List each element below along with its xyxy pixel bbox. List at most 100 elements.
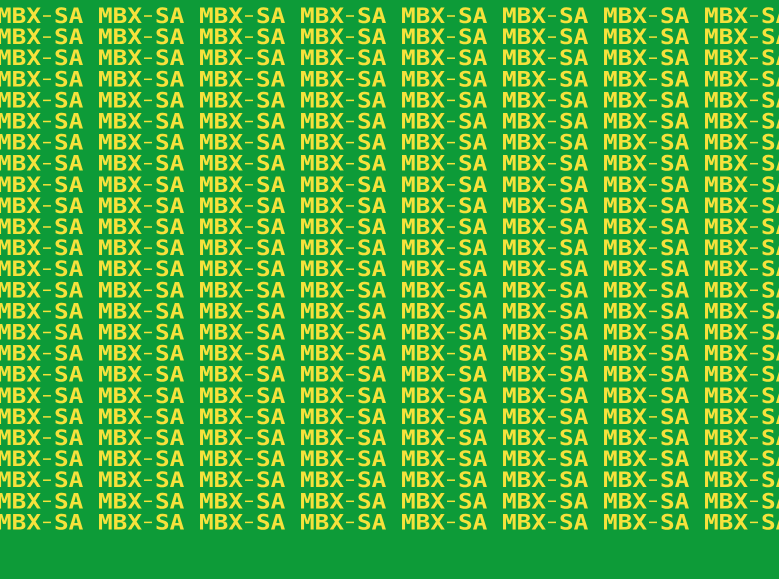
pattern-word: SA MBX bbox=[559, 67, 647, 91]
pattern-word: SA MBX bbox=[660, 384, 748, 408]
pattern-word: SA MBX bbox=[761, 131, 779, 155]
pattern-word: SA MBX bbox=[559, 468, 647, 492]
pattern-word: SA MBX bbox=[155, 152, 243, 176]
pattern-word: SA MBX bbox=[155, 447, 243, 471]
pattern-word: SA MBX bbox=[256, 236, 344, 260]
pattern-word: SA MBX bbox=[54, 4, 142, 28]
pattern-word: SA MBX bbox=[458, 321, 546, 345]
pattern-word: SA MBX bbox=[761, 363, 779, 387]
pattern-word: SA MBX bbox=[660, 321, 748, 345]
pattern-word: SA MBX bbox=[458, 110, 546, 134]
pattern-word: SA MBX bbox=[54, 342, 142, 366]
pattern-word: SA MBX bbox=[761, 194, 779, 218]
pattern-word: SA MBX bbox=[155, 321, 243, 345]
pattern-word: SA MBX bbox=[0, 510, 41, 534]
pattern-word: SA MBX bbox=[256, 4, 344, 28]
pattern-word: SA MBX bbox=[660, 278, 748, 302]
pattern-word: SA MBX bbox=[357, 152, 445, 176]
pattern-word: SA MBX bbox=[458, 67, 546, 91]
pattern-word: SA MBX bbox=[155, 236, 243, 260]
pattern-word: SA MBX bbox=[660, 236, 748, 260]
pattern-word: SA MBX bbox=[0, 468, 41, 492]
pattern-word: SA MBX bbox=[660, 510, 748, 534]
pattern-word: SA MBX bbox=[660, 46, 748, 70]
pattern-word: SA MBX bbox=[660, 67, 748, 91]
pattern-word: SA MBX bbox=[256, 321, 344, 345]
pattern-word: SA MBX bbox=[0, 215, 41, 239]
pattern-word: SA MBX bbox=[0, 46, 41, 70]
pattern-word: SA MBX bbox=[0, 152, 41, 176]
pattern-word: SA MBX bbox=[458, 194, 546, 218]
pattern-word: SA MBX bbox=[761, 215, 779, 239]
pattern-word: SA MBX bbox=[0, 194, 41, 218]
pattern-word: SA MBX bbox=[155, 489, 243, 513]
pattern-word: SA MBX bbox=[559, 194, 647, 218]
pattern-word: SA MBX bbox=[256, 489, 344, 513]
pattern-word: SA MBX bbox=[458, 173, 546, 197]
pattern-word: SA MBX bbox=[458, 468, 546, 492]
pattern-word: SA MBX bbox=[0, 173, 41, 197]
pattern-word: SA MBX bbox=[357, 489, 445, 513]
pattern-word: SA MBX bbox=[357, 257, 445, 281]
pattern-word: SA MBX bbox=[54, 110, 142, 134]
pattern-word: SA MBX bbox=[54, 447, 142, 471]
pattern-word: SA MBX bbox=[761, 67, 779, 91]
pattern-word: SA MBX bbox=[155, 194, 243, 218]
pattern-word: SA MBX bbox=[559, 489, 647, 513]
pattern-tiles: SA MBX SA MBX SA MBX SA MBX SA MBX SA MBX SA M… bbox=[0, 4, 779, 534]
pattern-word: SA MBX bbox=[54, 278, 142, 302]
pattern-word: SA MBX bbox=[357, 173, 445, 197]
pattern-word: SA MBX bbox=[256, 131, 344, 155]
pattern-word: SA MBX bbox=[357, 278, 445, 302]
pattern-word: SA MBX bbox=[660, 25, 748, 49]
pattern-word: SA MBX bbox=[559, 426, 647, 450]
pattern-word: SA MBX bbox=[256, 510, 344, 534]
pattern-word: SA MBX bbox=[660, 405, 748, 429]
pattern-word: SA MBX bbox=[155, 405, 243, 429]
pattern-word: SA MBX bbox=[0, 4, 41, 28]
pattern-word: SA MBX bbox=[256, 173, 344, 197]
pattern-word: SA MBX bbox=[155, 46, 243, 70]
pattern-word: SA MBX bbox=[256, 67, 344, 91]
pattern-word: SA MBX bbox=[559, 342, 647, 366]
pattern-word: SA MBX bbox=[761, 88, 779, 112]
pattern-word: SA MBX bbox=[256, 405, 344, 429]
pattern-word: SA MBX bbox=[357, 46, 445, 70]
pattern-word: SA MBX bbox=[458, 46, 546, 70]
pattern-word: SA MBX bbox=[357, 67, 445, 91]
pattern-word: SA MBX bbox=[559, 363, 647, 387]
pattern-word: SA MBX bbox=[54, 363, 142, 387]
pattern-word: SA MBX bbox=[256, 46, 344, 70]
pattern-word: SA MBX bbox=[155, 67, 243, 91]
pattern-word: SA MBX bbox=[458, 4, 546, 28]
pattern-word: SA MBX bbox=[357, 299, 445, 323]
pattern-word: SA MBX bbox=[660, 110, 748, 134]
pattern-word: SA MBX bbox=[660, 4, 748, 28]
pattern-word: SA MBX bbox=[54, 131, 142, 155]
pattern-word: SA MBX bbox=[54, 46, 142, 70]
pattern-word: SA MBX bbox=[559, 46, 647, 70]
pattern-word: SA MBX bbox=[357, 236, 445, 260]
pattern-word: SA MBX bbox=[559, 447, 647, 471]
pattern-word: SA MBX bbox=[54, 468, 142, 492]
pattern-word: SA MBX bbox=[256, 447, 344, 471]
pattern-word: SA MBX bbox=[155, 215, 243, 239]
pattern-word: SA MBX bbox=[54, 384, 142, 408]
pattern-word: SA MBX bbox=[559, 88, 647, 112]
pattern-word: SA MBX bbox=[559, 321, 647, 345]
pattern-word: SA MBX bbox=[559, 25, 647, 49]
pattern-word: SA MBX bbox=[54, 215, 142, 239]
pattern-word: SA MBX bbox=[761, 278, 779, 302]
pattern-word: SA MBX bbox=[660, 363, 748, 387]
pattern-word: SA MBX bbox=[458, 299, 546, 323]
pattern-word: SA MBX bbox=[761, 426, 779, 450]
pattern-word: SA MBX bbox=[660, 131, 748, 155]
pattern-word: SA MBX bbox=[0, 110, 41, 134]
pattern-word: SA MBX bbox=[660, 173, 748, 197]
pattern-word: SA MBX bbox=[256, 384, 344, 408]
pattern-word: SA MBX bbox=[761, 236, 779, 260]
pattern-word: SA MBX bbox=[54, 88, 142, 112]
pattern-word: SA MBX bbox=[559, 384, 647, 408]
pattern-word: SA MBX bbox=[357, 131, 445, 155]
